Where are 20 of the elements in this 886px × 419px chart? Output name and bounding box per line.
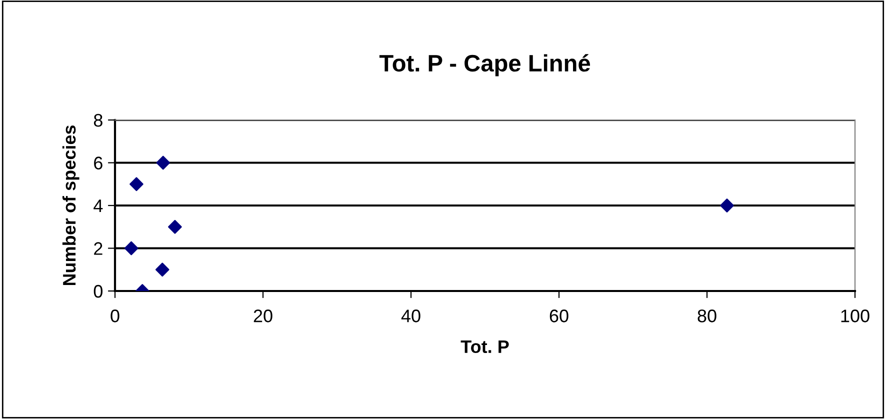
x-tick-label: 0 [110,310,120,322]
y-tick-label: 2 [94,242,102,255]
chart-title: Tot. P - Cape Linné [379,54,590,76]
y-tick-label: 4 [94,200,103,212]
x-tick-label: 20 [254,310,272,322]
point [168,220,182,234]
point [155,262,170,277]
x-axis-title: Tot. P [460,340,509,354]
y-tick-label: 6 [94,156,102,170]
point [720,198,734,212]
y-tick-label: 8 [94,114,102,127]
point [130,177,144,192]
x-tick-label: 40 [401,310,420,322]
y-axis-title: Number of species [62,125,80,286]
x-tick-label: 100 [841,310,870,322]
x-tick-label: 60 [550,310,568,322]
point [156,156,170,170]
y-tick-label: 0 [94,284,102,298]
point [124,241,138,256]
x-tick-label: 80 [698,310,716,322]
